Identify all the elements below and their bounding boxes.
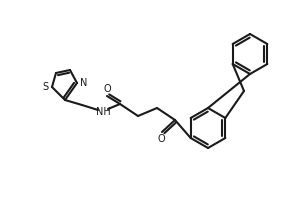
Text: O: O [157,134,165,144]
Text: N: N [80,78,88,88]
Text: S: S [42,82,48,92]
Text: O: O [103,84,111,94]
Text: NH: NH [96,107,110,117]
